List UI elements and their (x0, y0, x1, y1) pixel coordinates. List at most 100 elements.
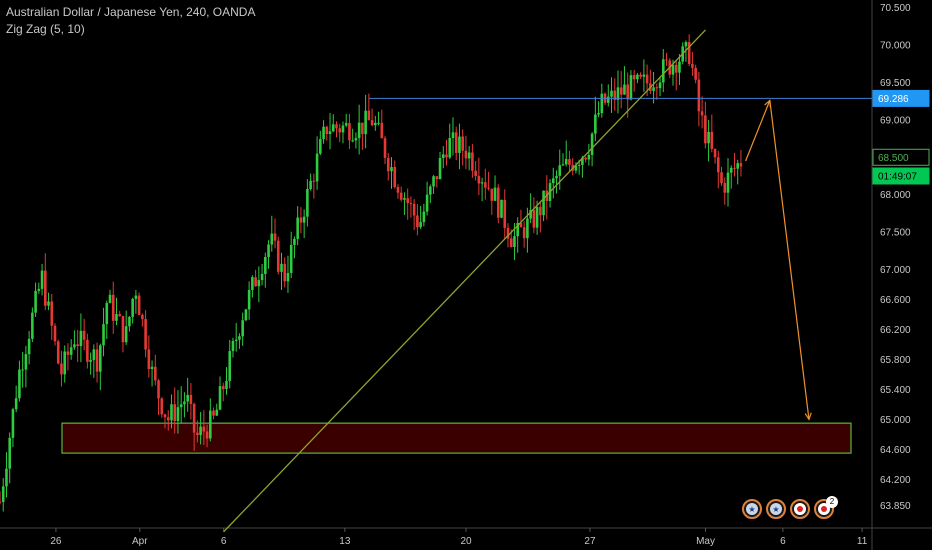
candle-body (484, 182, 487, 188)
candle-body (43, 270, 47, 306)
event-jp-2[interactable]: 2 (814, 496, 838, 519)
candle-body (154, 366, 157, 381)
candle-body (629, 75, 633, 100)
candle-body (519, 222, 523, 228)
candle-body (95, 349, 99, 372)
time-tick-label: 26 (50, 536, 62, 547)
candle-body (344, 123, 348, 126)
candle-body (18, 369, 21, 399)
candle-body (189, 394, 193, 404)
candle-body (348, 123, 351, 141)
candle-body (192, 403, 196, 433)
candle-body (441, 154, 445, 158)
candle-body (63, 351, 67, 375)
candle-body (147, 349, 151, 370)
candle-body (425, 194, 429, 212)
candle-body (500, 199, 503, 218)
candle-body (367, 110, 371, 121)
candle-body (47, 301, 50, 306)
price-tag (872, 148, 930, 166)
candle-body (435, 176, 439, 180)
candle-body (244, 309, 248, 321)
time-tick-label: May (696, 536, 715, 547)
candle-body (0, 501, 2, 503)
candle-body (361, 122, 364, 135)
candle-body (92, 349, 96, 360)
candle-body (412, 203, 416, 216)
candle-body (121, 316, 125, 343)
candle-body (1, 486, 5, 503)
candle-body (616, 87, 620, 100)
forecast-arrowhead-up (764, 99, 771, 108)
candle-body (516, 222, 519, 237)
candle-body (377, 122, 380, 124)
candle-body (370, 120, 374, 126)
candle-body (357, 122, 361, 139)
candle-body (40, 270, 44, 289)
economic-events: ★ ★ 2 (742, 496, 838, 519)
candle-body (561, 164, 565, 166)
candle-body (687, 42, 691, 65)
candle-body (707, 131, 710, 144)
candle-body (215, 409, 219, 416)
price-tag-label: 01:49:07 (878, 172, 917, 183)
candle-body (260, 273, 264, 281)
trendline[interactable] (223, 29, 706, 533)
event-au-1[interactable]: ★ (742, 499, 762, 519)
candle-body (66, 351, 70, 355)
candle-body (137, 295, 141, 315)
candle-body (383, 138, 387, 158)
candle-body (319, 139, 322, 154)
candle-body (736, 163, 740, 169)
candle-body (306, 188, 309, 217)
candle-body (733, 167, 736, 169)
candle-body (697, 79, 701, 112)
candle-body (218, 386, 222, 410)
time-tick-label: 11 (857, 536, 868, 547)
candle-body (454, 132, 458, 153)
event-jp-1[interactable] (790, 499, 810, 519)
candle-body (480, 182, 484, 184)
candle-body (694, 67, 697, 80)
candle-body (179, 404, 183, 408)
candle-body (539, 207, 542, 216)
candle-body (341, 125, 345, 133)
candle-body (419, 222, 422, 228)
candle-body (351, 140, 354, 142)
candle-body (522, 227, 526, 239)
candle-body (700, 111, 704, 116)
event-au-2[interactable]: ★ (766, 499, 786, 519)
event-count-badge: 2 (826, 496, 838, 508)
candle-body (79, 330, 83, 347)
candle-body (231, 340, 235, 352)
candle-body (234, 339, 238, 341)
candle-body (53, 325, 57, 342)
candle-body (241, 320, 244, 337)
candle-body (526, 218, 529, 239)
candle-body (610, 90, 613, 97)
candle-body (513, 236, 516, 248)
candle-body (684, 42, 688, 47)
forecast-path[interactable] (745, 100, 810, 420)
candle-body (60, 363, 63, 375)
time-tick-label: 27 (584, 536, 596, 547)
candle-body (131, 298, 134, 317)
candle-body (678, 61, 681, 73)
candle-body (632, 75, 636, 80)
candle-body (577, 164, 581, 166)
candle-body (76, 344, 79, 347)
support-zone[interactable] (61, 422, 852, 454)
candle-body (331, 124, 335, 132)
time-tick-label: 6 (221, 536, 227, 547)
candle-body (8, 437, 12, 469)
candle-body (691, 64, 694, 68)
candle-body (325, 126, 329, 135)
candle-body (170, 404, 173, 421)
candle-body (448, 137, 452, 158)
candle-body (493, 187, 497, 201)
candle-body (289, 244, 293, 273)
price-tick-label: 64.600 (880, 445, 911, 456)
candle-body (24, 354, 28, 370)
candle-body (338, 128, 342, 133)
